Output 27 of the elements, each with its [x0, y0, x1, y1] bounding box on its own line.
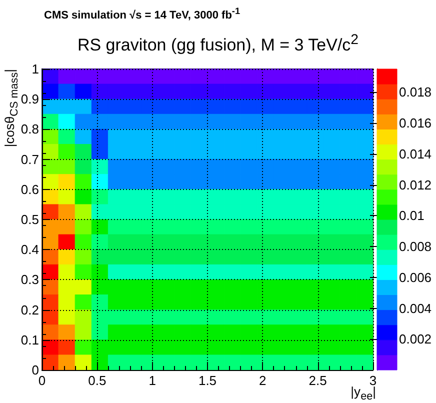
y-tick-label: 0.8 [20, 122, 39, 137]
color-bar-label: 0.004 [399, 300, 432, 316]
x-tick-label: 1.5 [198, 373, 217, 388]
x-tick-label: 2 [259, 373, 266, 388]
color-bar-label: 0.006 [399, 270, 432, 285]
y-tick-label: 1 [32, 62, 39, 76]
y-tick-label: 0.6 [20, 182, 39, 197]
y-tick-label: 0 [32, 362, 39, 378]
x-tick-label: 0.5 [88, 373, 106, 388]
color-bar-label: 0.016 [399, 116, 432, 131]
y-tick-label: 0.3 [20, 272, 39, 288]
y-tick-label: 0.5 [20, 212, 39, 227]
color-bar-label: 0.008 [399, 239, 432, 254]
y-tick-label: 0.4 [20, 242, 39, 258]
chart-subtitle: CMS simulation √s = 14 TeV, 3000 fb$^{-1}$ [44, 6, 240, 22]
y-tick-label: 0.2 [20, 302, 39, 318]
color-bar-label: 0.012 [399, 177, 432, 192]
y-tick-label: 0.1 [20, 332, 39, 348]
x-tick-label: 1 [148, 373, 156, 388]
y-tick-label: 0.9 [20, 92, 39, 107]
color-bar-label: 0.014 [399, 146, 432, 162]
x-tick-label: 2.5 [308, 373, 327, 388]
color-bar-label: 0.01 [399, 208, 424, 224]
chart-title: RS graviton (gg fusion), M = 3 TeV/c$^{2}$ [76, 32, 360, 56]
color-bar-label: 0.002 [399, 332, 432, 347]
y-tick-label: 0.7 [20, 152, 39, 167]
color-bar-label: 0.018 [399, 84, 432, 100]
